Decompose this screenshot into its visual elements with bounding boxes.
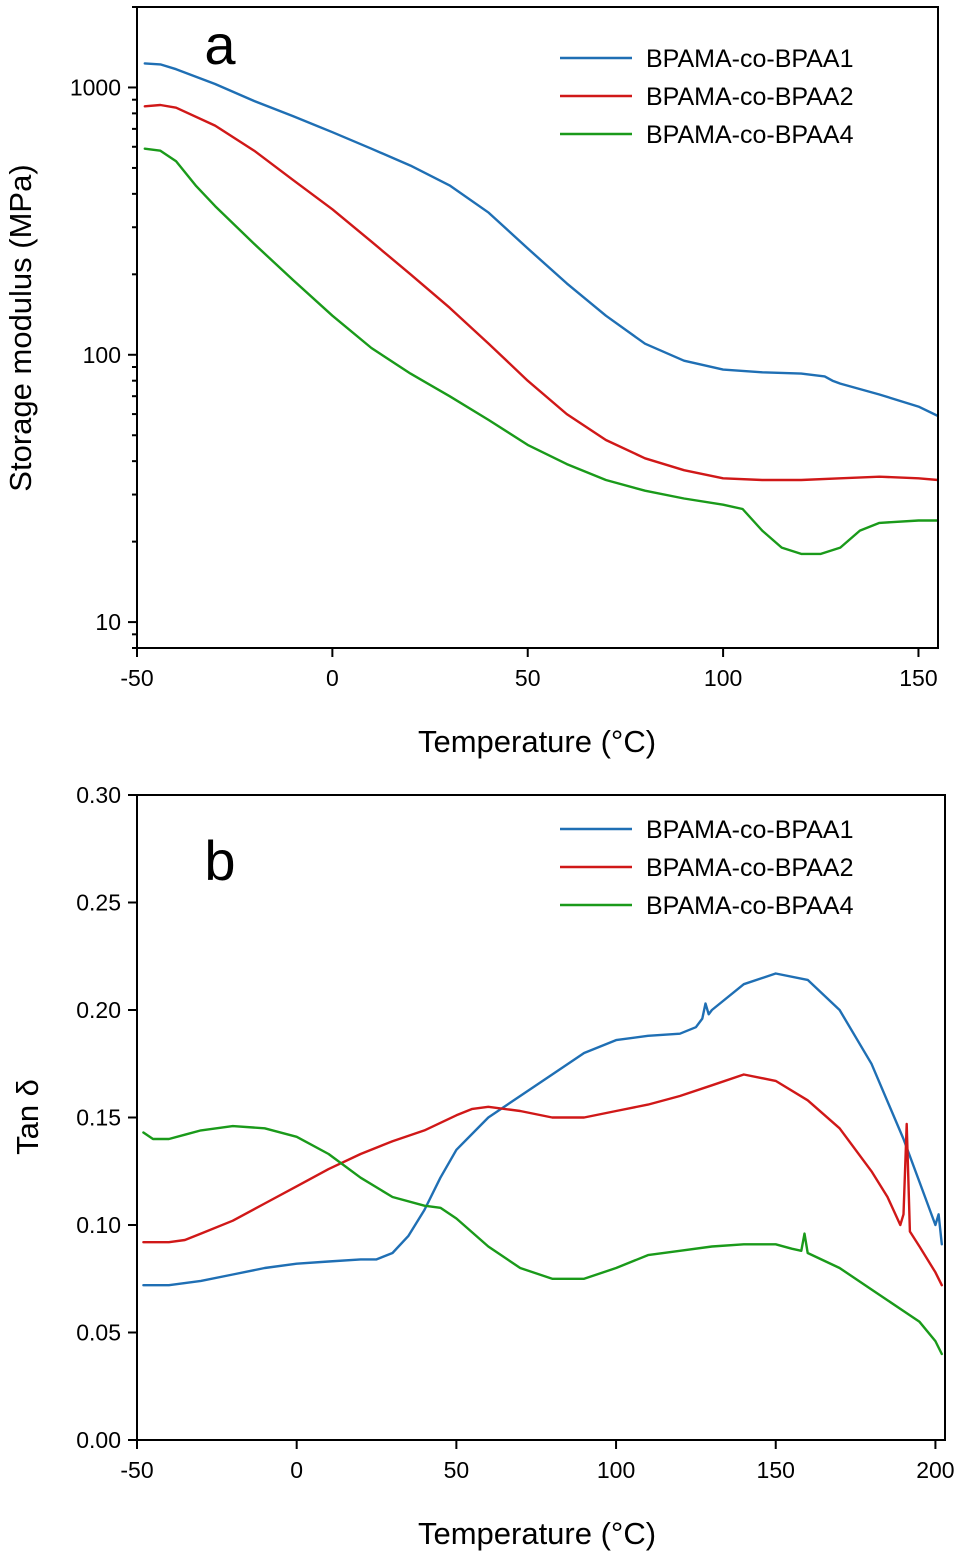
y-tick-label-b: 0.15: [76, 1105, 121, 1131]
y-tick-label-a: 10: [95, 609, 121, 635]
x-tick-label-a: 50: [515, 665, 541, 691]
series-lines-a: [143, 62, 938, 556]
y-tick-label-b: 0.05: [76, 1320, 121, 1346]
x-tick-label-a: -50: [120, 665, 153, 691]
chart-panel-b: -50 0 50 100 150 200 0.00 0.05 0.10 0.15 0.20 0.25 0…: [10, 782, 955, 1551]
y-tick-label-b: 0.25: [76, 890, 121, 916]
y-axis-title-a: Storage modulus (MPa): [3, 164, 38, 491]
axis-ticks-b: -50 0 50 100 150 200 0.00 0.05 0.10 0.15 0.20 0.25 0…: [76, 782, 954, 1483]
x-tick-label-b: -50: [120, 1457, 153, 1483]
plot-area-b: -50 0 50 100 150 200 0.00 0.05 0.10 0.15 0.20 0.25 0…: [76, 782, 954, 1483]
series-line-b-3: [142, 1124, 943, 1356]
y-tick-label-a: 100: [83, 342, 121, 368]
series-line-a-3: [143, 147, 938, 556]
series-lines-b: [142, 972, 943, 1356]
plot-area-a: -50 0 50 100 150 10 100 1000: [70, 6, 939, 691]
x-tick-label-a: 0: [326, 665, 339, 691]
y-tick-label-a: 1000: [70, 74, 121, 100]
x-axis-title-a: Temperature (°C): [418, 724, 656, 759]
legend-label-a-2: BPAMA-co-BPAA2: [646, 83, 853, 111]
x-tick-label-b: 150: [757, 1457, 795, 1483]
x-tick-label-a: 100: [704, 665, 742, 691]
x-tick-label-b: 50: [444, 1457, 470, 1483]
series-line-b-2: [142, 1073, 943, 1287]
panel-letter-a: a: [204, 13, 236, 76]
panel-letter-b: b: [204, 829, 235, 892]
legend-label-a-3: BPAMA-co-BPAA4: [646, 121, 854, 149]
plot-frame-a: [136, 6, 939, 649]
y-tick-label-b: 0.20: [76, 997, 121, 1023]
legend-label-b-2: BPAMA-co-BPAA2: [646, 854, 853, 882]
legend-b: BPAMA-co-BPAA1 BPAMA-co-BPAA2 BPAMA-co-BPA…: [560, 816, 854, 920]
y-tick-label-b: 0.30: [76, 782, 121, 808]
x-tick-label-b: 200: [916, 1457, 954, 1483]
x-tick-label-a: 150: [899, 665, 937, 691]
x-tick-label-b: 0: [290, 1457, 303, 1483]
series-line-a-1: [143, 62, 938, 418]
x-tick-label-b: 100: [597, 1457, 635, 1483]
axis-ticks-a: -50 0 50 100 150 10 100 1000: [70, 6, 938, 691]
legend-label-a-1: BPAMA-co-BPAA1: [646, 45, 853, 73]
y-axis-title-b: Tan δ: [10, 1079, 45, 1155]
legend-label-b-1: BPAMA-co-BPAA1: [646, 816, 853, 844]
x-axis-title-b: Temperature (°C): [418, 1516, 656, 1551]
legend-label-b-3: BPAMA-co-BPAA4: [646, 892, 854, 920]
legend-a: BPAMA-co-BPAA1 BPAMA-co-BPAA2 BPAMA-co-BPA…: [560, 45, 854, 149]
y-tick-label-b: 0.10: [76, 1212, 121, 1238]
series-line-a-2: [143, 103, 938, 482]
y-tick-label-b: 0.00: [76, 1427, 121, 1453]
series-line-b-1: [142, 972, 943, 1287]
